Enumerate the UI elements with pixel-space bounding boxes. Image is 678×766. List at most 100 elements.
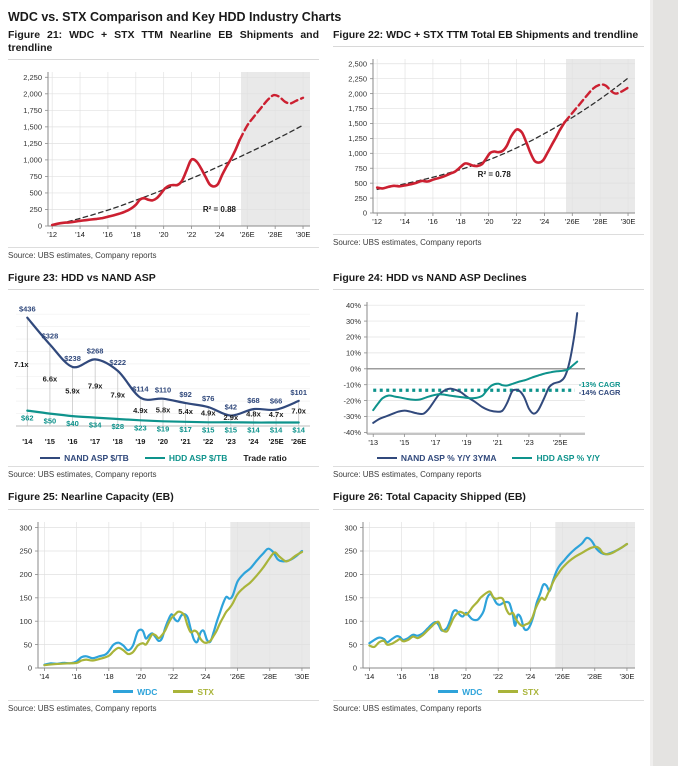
figure-25-source: Source: UBS estimates, Company reports (8, 699, 319, 713)
svg-text:'22: '22 (168, 672, 178, 681)
figure-25-block: Figure 25: Nearline Capacity (EB) 0 50 100… (8, 491, 319, 713)
figure-26-chart: 0 50 100 150 200 250 300 '14 '16 '18 '20 '22 '24 '26E… (344, 521, 635, 681)
svg-text:'18: '18 (113, 437, 123, 446)
svg-text:'26E: '26E (565, 217, 580, 226)
svg-text:200: 200 (19, 570, 32, 579)
figure-25-chart-area: 0 50 100 150 200 250 300 '14 '16 '18 '20 '22 '24 '26E… (8, 514, 319, 686)
svg-text:300: 300 (19, 523, 32, 532)
figure-22-chart: 0 250 500 750 1,000 1,250 1,500 1,750 2,000 2,250… (348, 59, 635, 226)
figure-21-title: Figure 21: WDC + STX TTM Nearline EB Shi… (8, 29, 319, 61)
svg-text:0: 0 (28, 663, 32, 672)
svg-text:'30E: '30E (295, 672, 310, 681)
svg-text:'18: '18 (456, 217, 466, 226)
svg-text:'20: '20 (136, 672, 146, 681)
legend-label: STX (522, 686, 539, 697)
legend-item: HDD ASP $/TB (144, 453, 227, 463)
figure-26-legend: WDC STX (333, 687, 644, 697)
page-title: WDC vs. STX Comparison and Key HDD Indus… (8, 10, 342, 24)
figure-22-block: Figure 22: WDC + STX TTM Total EB Shipme… (333, 29, 644, 260)
svg-text:$15: $15 (225, 426, 238, 435)
svg-text:'25E: '25E (553, 438, 568, 447)
legend-item: NAND ASP % Y/Y 3YMA (376, 453, 496, 463)
svg-text:'28E: '28E (587, 672, 602, 681)
svg-text:7.0x: 7.0x (291, 407, 306, 416)
svg-text:50: 50 (349, 640, 357, 649)
svg-text:'20: '20 (159, 230, 169, 239)
svg-text:200: 200 (344, 570, 357, 579)
svg-text:'22: '22 (203, 437, 213, 446)
figure-26-chart-area: 0 50 100 150 200 250 300 '14 '16 '18 '20 '22 '24 '26E… (333, 514, 644, 686)
svg-text:500: 500 (29, 189, 42, 198)
svg-text:'16: '16 (397, 672, 407, 681)
svg-text:750: 750 (29, 172, 42, 181)
figure-25-chart: 0 50 100 150 200 250 300 '14 '16 '18 '20 '22 '24 '26E… (19, 521, 310, 681)
svg-text:'25E: '25E (269, 437, 284, 446)
figure-21-block: Figure 21: WDC + STX TTM Nearline EB Shi… (8, 29, 319, 260)
svg-text:-10%: -10% (343, 381, 361, 390)
svg-text:$19: $19 (157, 425, 170, 434)
svg-text:'16: '16 (67, 437, 77, 446)
svg-text:10%: 10% (346, 349, 361, 358)
svg-text:$268: $268 (87, 347, 104, 356)
legend-item: NAND ASP $/TB (40, 453, 129, 463)
svg-text:'23: '23 (524, 438, 534, 447)
svg-text:'14: '14 (365, 672, 375, 681)
legend-line-swatch (438, 689, 459, 693)
svg-text:'26E: '26E (230, 672, 245, 681)
svg-text:4.9x: 4.9x (133, 406, 148, 415)
legend-item: WDC (113, 687, 157, 697)
svg-text:250: 250 (29, 205, 42, 214)
svg-text:'24: '24 (525, 672, 535, 681)
figure-25-title: Figure 25: Nearline Capacity (EB) (8, 491, 319, 510)
svg-text:$238: $238 (64, 354, 81, 363)
svg-text:$62: $62 (21, 414, 34, 423)
svg-text:30%: 30% (346, 317, 361, 326)
svg-text:1,750: 1,750 (348, 104, 367, 113)
svg-text:2,000: 2,000 (23, 90, 42, 99)
svg-text:$92: $92 (179, 391, 192, 400)
svg-text:'26E: '26E (240, 230, 255, 239)
figure-22-source: Source: UBS estimates, Company reports (333, 234, 644, 247)
svg-text:0%: 0% (350, 365, 361, 374)
svg-text:'30E: '30E (296, 230, 311, 239)
figure-22-chart-area: 0 250 500 750 1,000 1,250 1,500 1,750 2,000 2,250… (333, 51, 644, 231)
figure-22-title: Figure 22: WDC + STX TTM Total EB Shipme… (333, 29, 644, 48)
legend-line-swatch (512, 456, 533, 460)
svg-text:4.7x: 4.7x (269, 410, 284, 419)
svg-text:0: 0 (38, 222, 42, 231)
legend-item: WDC (438, 687, 482, 697)
svg-text:250: 250 (19, 546, 32, 555)
svg-text:'14: '14 (40, 672, 50, 681)
svg-text:'14: '14 (75, 230, 85, 239)
svg-text:$66: $66 (270, 397, 283, 406)
svg-text:'28E: '28E (268, 230, 283, 239)
figure-23-source: Source: UBS estimates, Company reports (8, 466, 319, 479)
page-content: WDC vs. STX Comparison and Key HDD Indus… (8, 10, 644, 713)
svg-text:-30%: -30% (343, 413, 361, 422)
svg-text:'14: '14 (400, 217, 410, 226)
svg-text:'24: '24 (540, 217, 550, 226)
figure-24-title: Figure 24: HDD vs NAND ASP Declines (333, 272, 644, 291)
svg-text:-40%: -40% (343, 428, 361, 437)
svg-text:750: 750 (354, 164, 367, 173)
svg-text:$23: $23 (134, 424, 147, 433)
figure-23-block: Figure 23: HDD vs NAND ASP '14'15'16'17 '… (8, 272, 319, 479)
svg-text:7.1x: 7.1x (14, 360, 29, 369)
figure-24-chart-area: -40% -30% -20% -10% 0% 10% 20% 30% 40% '13 '15 '17 '… (333, 294, 644, 452)
svg-text:'20: '20 (484, 217, 494, 226)
svg-text:$50: $50 (44, 417, 57, 426)
svg-text:4.9x: 4.9x (201, 409, 216, 418)
svg-text:$68: $68 (247, 396, 260, 405)
legend-line-swatch (173, 689, 194, 693)
figure-23-legend: NAND ASP $/TB HDD ASP $/TB Trade ratio (8, 453, 319, 463)
svg-text:$222: $222 (109, 358, 126, 367)
svg-text:40%: 40% (346, 301, 361, 310)
svg-text:'16: '16 (103, 230, 113, 239)
svg-text:$14: $14 (270, 426, 283, 435)
figure-21-chart: 0 250 500 750 1,000 1,250 1,500 1,750 2,000 2,250… (23, 72, 311, 239)
svg-text:1,750: 1,750 (23, 106, 42, 115)
svg-text:250: 250 (344, 546, 357, 555)
svg-text:'12: '12 (47, 230, 57, 239)
legend-label: WDC (462, 686, 483, 697)
svg-text:'18: '18 (429, 672, 439, 681)
